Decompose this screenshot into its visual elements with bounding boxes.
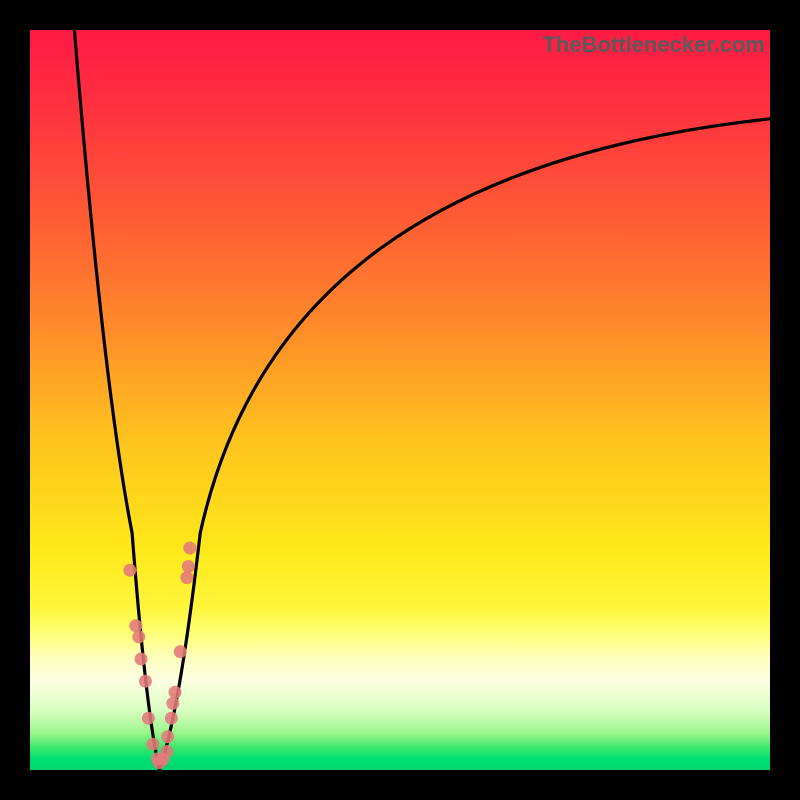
data-point: [169, 686, 182, 699]
chart-stage: TheBottlenecker.com: [0, 0, 800, 800]
data-point: [123, 564, 136, 577]
data-point: [135, 653, 148, 666]
data-point: [142, 712, 155, 725]
data-point: [139, 675, 152, 688]
chart-overlay: [30, 30, 770, 770]
bottleneck-curve: [74, 30, 770, 770]
data-point: [166, 697, 179, 710]
watermark-text: TheBottlenecker.com: [542, 32, 765, 58]
data-point: [132, 630, 145, 643]
plot-area: [30, 30, 770, 770]
data-point: [165, 712, 178, 725]
data-point: [182, 560, 195, 573]
data-point: [160, 745, 173, 758]
data-point: [146, 738, 159, 751]
data-point: [183, 542, 196, 555]
data-point: [174, 645, 187, 658]
data-point: [180, 571, 193, 584]
data-point: [129, 619, 142, 632]
data-point: [161, 730, 174, 743]
